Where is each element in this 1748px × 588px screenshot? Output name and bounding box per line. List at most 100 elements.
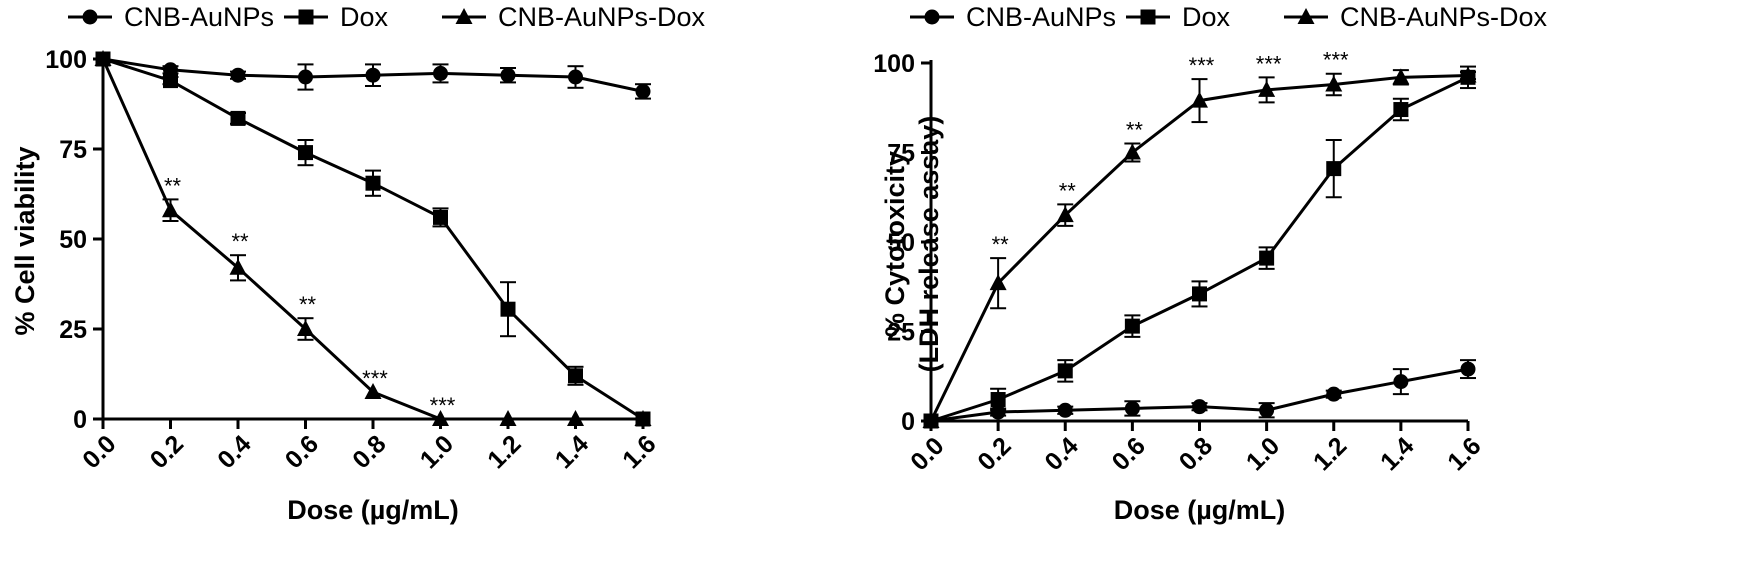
axes: 0 25 50 75 100 0.0 0.2 0.4 0.6 0.8 1.0 1.2 1.4 1.6 [45,46,661,474]
data-point-triangle [989,274,1007,291]
significance-label: ** [231,229,249,254]
x-tick-label: 1.6 [1442,432,1486,476]
data-point-circle [1259,402,1275,418]
data-point-triangle [432,410,449,426]
legend-marker-triangle [455,8,473,24]
data-point-square [500,301,516,317]
data-point-circle [990,404,1006,420]
significance-label: *** [1189,53,1215,78]
x-axis-title: Dose (µg/mL) [287,495,459,525]
data-point-circle [635,83,651,99]
x-tick-label: 1.2 [482,430,526,474]
legend-marker-triangle [1297,8,1315,24]
data-point-triangle [922,412,940,428]
data-point-triangle [567,410,584,426]
series-line-cnb-aunps-dox [101,58,643,421]
legend: CNB-AuNPs Dox CNB-AuNPs-Dox [910,2,1548,32]
data-point-square [1124,318,1140,334]
x-axis-title: Dose (µg/mL) [1114,495,1286,525]
x-tick-label: 1.0 [415,430,459,474]
data-point-square [568,368,583,384]
data-point-triangle [1123,143,1141,160]
data-point-triangle [1258,80,1276,97]
data-point-triangle [1191,91,1208,108]
legend-label: CNB-AuNPs [124,2,274,32]
y-tick-label: 25 [887,319,915,347]
chart-panel-cytotoxicity: CNB-AuNPs Dox CNB-AuNPs-Dox 0 25 50 75 100 0.0 0.… [874,0,1748,588]
legend-label: CNB-AuNPs [966,2,1116,32]
cytotoxicity-chart: CNB-AuNPs Dox CNB-AuNPs-Dox 0 25 50 75 100 0.0 0.… [874,2,1548,525]
significance-label: ** [1126,118,1144,143]
data-point-triangle [1325,75,1343,92]
x-tick-label: 0.0 [77,430,121,474]
data-point-circle [298,69,313,85]
data-point-square [1393,102,1409,118]
y-tick-label: 50 [887,229,915,257]
y-tick-label: 0 [901,408,915,436]
x-tick-label: 0.8 [1174,432,1218,476]
data-point-circle [433,65,448,81]
data-point-square [230,110,246,126]
legend-label: Dox [1182,2,1231,32]
legend-marker-square [298,9,314,25]
x-tick-label: 1.6 [617,430,661,474]
significance-label: *** [1323,48,1349,73]
data-point-square [163,73,178,89]
x-tick-label: 1.2 [1308,432,1352,476]
data-point-triangle [297,320,314,336]
y-axis-title-line-2: (LDH release assay) [914,116,944,373]
data-point-triangle [1392,68,1410,85]
y-tick-label: 100 [874,50,915,78]
significance-label: *** [362,366,388,391]
x-tick-label: 1.0 [1241,432,1285,476]
data-point-triangle [1459,66,1477,83]
legend-item-cnb-aunps-dox: CNB-AuNPs-Dox [442,2,706,32]
data-point-square [1326,161,1342,177]
legend-item-dox: Dox [284,2,389,32]
x-tick-label: 0.2 [972,432,1016,476]
y-tick-label: 0 [73,406,87,434]
data-point-triangle [229,258,247,275]
data-point-square [298,145,313,161]
data-point-square [433,209,448,225]
data-point-circle [500,67,516,83]
x-tick-label: 0.6 [1107,432,1151,476]
legend-item-dox: Dox [1126,2,1231,32]
series-cnb-aunps [923,359,1476,429]
data-point-triangle [1056,206,1074,223]
data-point-circle [1124,400,1140,416]
data-point-circle [1192,399,1207,415]
data-point-square [1259,250,1275,266]
legend-item-cnb-aunps-dox: CNB-AuNPs-Dox [1284,2,1548,32]
data-point-triangle [162,201,179,218]
y-axis-title: % Cytotoxicity [880,151,910,337]
legend-item-cnb-aunps: CNB-AuNPs [910,2,1116,32]
significance-label: ** [299,292,317,317]
data-point-circle [1460,361,1476,377]
data-point-circle [230,67,246,83]
y-axis-title: % Cell viability [10,146,40,335]
x-tick-label: 0.4 [1039,432,1083,476]
significance-label: ** [992,232,1010,257]
x-tick-label: 0.6 [280,430,324,474]
legend-label: CNB-AuNPs-Dox [498,2,706,32]
data-point-circle [1326,386,1342,402]
data-point-square [990,392,1006,408]
series-line-dox [930,75,1469,423]
x-tick-label: 0.2 [145,430,189,474]
chart-panel-cell-viability: CNB-AuNPs Dox CNB-AuNPs-Dox 0 25 50 75 100 0.0 0.… [10,2,706,525]
data-point-triangle [94,50,112,66]
data-point-square [365,175,381,191]
series-line-dox [102,57,644,421]
y-tick-label: 100 [45,46,87,74]
data-point-triangle [634,410,652,426]
significance-label: *** [1256,51,1282,76]
legend-marker-circle [82,9,98,25]
data-point-triangle [499,410,517,426]
series-cnb-aunps [95,51,651,100]
x-tick-label: 0.0 [905,432,949,476]
data-point-circle [1057,402,1073,418]
data-point-circle [365,67,381,83]
cell-viability-chart: CNB-AuNPs Dox CNB-AuNPs-Dox 0 25 50 75 100 0.0 0.… [10,2,706,525]
y-tick-label: 75 [887,140,915,168]
